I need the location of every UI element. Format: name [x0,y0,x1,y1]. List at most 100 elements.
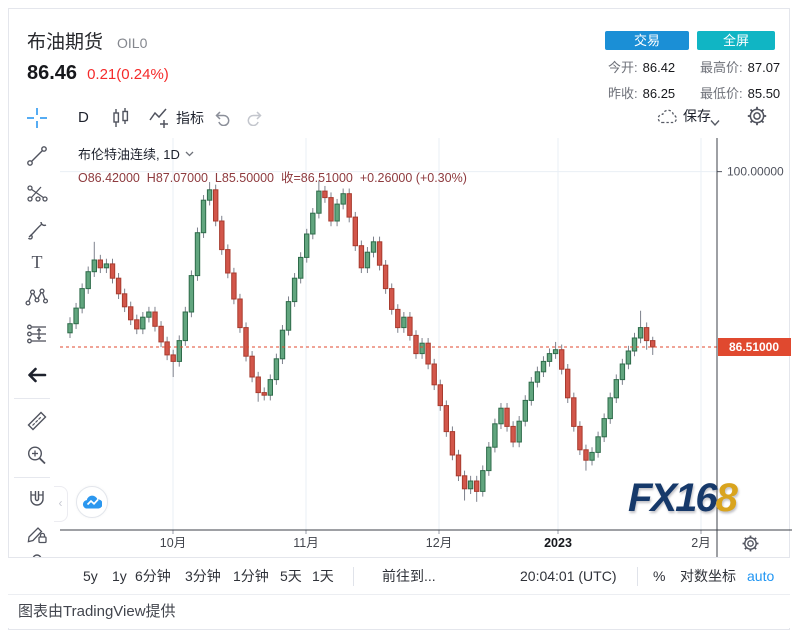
candle-body [498,407,504,425]
candle-body [510,425,516,443]
tool-xabcd-pattern[interactable] [24,284,50,310]
candle-body [577,425,583,451]
candle-body [152,311,158,327]
candle-body [115,277,122,295]
watermark-text: FX16 [628,476,718,520]
gear-icon [742,535,759,552]
candle-body [213,189,219,222]
current-price-tag [718,338,791,356]
candle-body [358,245,365,269]
projection-position-icon [27,324,46,344]
indicator-wave-icon [149,108,168,128]
candle-body [231,272,237,300]
svg-text:T: T [32,252,43,272]
goto-date-button[interactable]: 前往到... [382,568,436,584]
candle-body [534,371,541,383]
candle-body [395,308,401,329]
price-row: 86.46 0.21(0.24%) [27,62,169,85]
tool-magnet[interactable] [24,487,50,513]
candle-body [121,293,128,308]
candle-body [595,436,601,453]
candle-body [219,220,225,251]
tool-zoom-in[interactable] [24,443,50,469]
price-chart[interactable]: 10月 11月 12月 2023 2月 100.00000 86.51000 [60,138,792,558]
candle-body [492,423,498,448]
xabcd-pattern-icon [25,288,49,306]
range-5y[interactable]: 5y [83,568,98,584]
candle-body [146,311,152,318]
candle-body [583,449,589,461]
candle-body [261,392,267,396]
undo-button[interactable] [212,108,230,131]
axis-settings-button[interactable] [741,534,760,558]
candle-body [170,354,176,362]
candle-body [285,301,292,331]
auto-scale-button[interactable]: auto [747,568,775,584]
candle-body [467,480,474,490]
candle-body [97,259,103,269]
candle-body [589,451,595,461]
tool-brush[interactable] [24,217,50,243]
chart-watermark-button[interactable] [76,486,108,518]
tradingview-attribution: 图表由TradingView提供 [18,603,176,620]
candle-body [182,311,188,342]
candle-body [382,264,389,290]
tool-text[interactable]: T [24,249,50,275]
candle-body [540,360,547,373]
candle-body [291,277,298,303]
current-price-tag-label: 86.51000 [729,340,779,354]
candle-body [249,355,255,378]
page-title: 布油期货 [27,32,104,53]
hide-toolbar-arrow-button[interactable] [24,362,50,388]
clock-utc[interactable]: 20:04:01 (UTC) [520,568,617,584]
tool-ruler[interactable] [24,408,50,434]
candle-body [559,349,565,370]
range-3m[interactable]: 3分钟 [185,568,221,584]
range-6m[interactable]: 6分钟 [135,568,171,584]
candle-body [340,193,346,205]
area-chart-icon [82,495,102,508]
candle-body [225,249,231,274]
candle-body [273,358,280,381]
candle-body [73,307,79,325]
prev-close-value: 86.25 [642,86,676,101]
redo-button[interactable] [247,108,265,131]
candle-body [140,316,146,330]
chart-style-button[interactable] [108,105,134,131]
toolbar-collapse-handle[interactable]: ‹ [54,486,68,522]
trade-button[interactable]: 交易 [605,31,689,50]
range-5d[interactable]: 5天 [280,568,302,584]
tool-trend-line[interactable] [24,143,50,169]
save-menu-chevron[interactable] [710,114,720,132]
tool-crosshair[interactable] [24,105,50,131]
range-1d[interactable]: 1天 [312,568,334,584]
arrow-left-icon [28,367,47,383]
candle-body [601,418,607,438]
candle-body [643,327,650,342]
candle-body [255,376,261,394]
candle-body [552,349,559,355]
indicators-label: 指标 [176,110,204,126]
tool-drawing-lock[interactable] [24,521,50,547]
percent-scale-button[interactable]: % [653,568,666,584]
candle-body [85,271,91,290]
gann-fibonacci-icon [27,185,48,202]
candle-body [486,446,492,472]
fullscreen-button[interactable]: 全屏 [697,31,775,50]
zoom-in-icon [27,446,46,465]
save-button[interactable]: 保存 [655,106,711,126]
interval-button[interactable]: D [78,109,89,126]
candle-body [376,241,383,266]
candle-body [304,233,310,258]
series-legend[interactable]: 布伦特油连续, 1D [78,144,194,163]
candle-body [425,342,431,365]
fx168-watermark: FX168 [628,476,738,520]
candle-body [461,475,468,490]
indicators-button[interactable]: 指标 [147,105,204,131]
log-scale-button[interactable]: 对数坐标 [680,568,736,584]
range-1m[interactable]: 1分钟 [233,568,269,584]
tool-projection[interactable] [24,321,50,347]
range-1y[interactable]: 1y [112,568,127,584]
chart-settings-button[interactable] [746,105,768,132]
tool-gann-fibonacci[interactable] [24,180,50,206]
